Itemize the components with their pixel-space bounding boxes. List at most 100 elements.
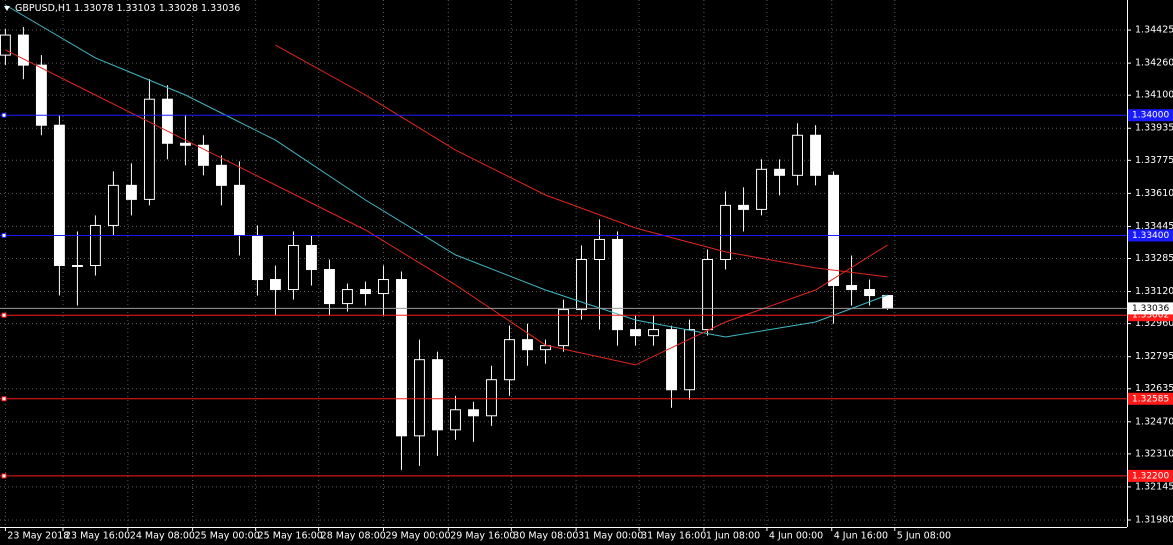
level-tag [1128, 469, 1173, 482]
level-label: 1.32585 [1132, 394, 1169, 404]
candle-body [143, 98, 155, 200]
candle-body [864, 289, 876, 297]
x-tick-label: 4 Jun 00:00 [769, 531, 823, 542]
x-tick-label: 4 Jun 16:00 [834, 531, 888, 542]
candle-body [432, 359, 443, 431]
candle-body [450, 409, 461, 431]
candle-body [468, 409, 479, 417]
y-tick-label: 1.32960 [1135, 318, 1173, 329]
y-tick-label: 1.34260 [1135, 58, 1173, 69]
y-tick-label: 1.33775 [1135, 155, 1173, 166]
x-tick-label: 25 May 16:00 [258, 531, 323, 542]
y-tick-label: 1.33445 [1135, 221, 1173, 232]
current-price-label: 1.33036 [1132, 304, 1169, 314]
candle-body [288, 244, 299, 291]
x-tick-label: 23 May 2018 [7, 531, 69, 542]
level-marker [1, 473, 7, 479]
candle-body [107, 184, 119, 226]
candle-body [414, 359, 425, 437]
candle-body [846, 285, 858, 291]
candle-body [360, 289, 371, 295]
candle-body [558, 309, 569, 347]
y-tick-label: 1.31980 [1135, 514, 1173, 525]
candle-body [792, 134, 803, 176]
y-tick-label: 1.33285 [1135, 253, 1173, 264]
candle-body [810, 134, 821, 176]
candle-body [89, 224, 101, 267]
level-tag [1128, 229, 1173, 242]
x-tick-label: 28 May 08:00 [321, 531, 386, 542]
level-label: 1.33400 [1132, 231, 1169, 241]
candle-body [197, 144, 209, 166]
x-tick-label: 29 May 16:00 [450, 531, 515, 542]
moving-average [5, 49, 888, 366]
candle-body [648, 329, 659, 337]
x-tick-label: 29 May 00:00 [385, 531, 450, 542]
candle-body [612, 238, 623, 331]
moving-average [5, 4, 888, 338]
candle-body [71, 265, 83, 268]
x-tick-label: 1 Jun 08:00 [706, 531, 760, 542]
candle-body [684, 329, 695, 391]
candle-body [576, 258, 587, 311]
candle-body [324, 269, 335, 305]
x-tick-label: 5 Jun 08:00 [897, 531, 951, 542]
candle-body [828, 174, 839, 287]
candle-body [35, 64, 47, 126]
y-tick-label: 1.34425 [1135, 25, 1173, 36]
chart-title: GBPUSD,H1 1.33078 1.33103 1.33028 1.3303… [15, 3, 240, 14]
y-tick-label: 1.34100 [1135, 90, 1173, 101]
level-label: 1.33002 [1132, 311, 1169, 321]
candle-body [233, 184, 245, 236]
candle-body [504, 339, 515, 381]
candle-body [594, 238, 605, 260]
candle-body [540, 345, 551, 351]
candle-body [251, 234, 263, 281]
moving-average [275, 44, 888, 278]
candle-body [774, 168, 785, 176]
candle-body [269, 279, 281, 291]
level-tag [1128, 109, 1173, 122]
y-tick-label: 1.32310 [1135, 448, 1173, 459]
level-label: 1.34000 [1132, 111, 1169, 121]
candle-body [630, 329, 641, 337]
x-tick-label: 30 May 08:00 [513, 531, 578, 542]
candle-body [53, 124, 65, 267]
level-marker [1, 232, 7, 238]
y-tick-label: 1.33610 [1135, 188, 1173, 199]
x-tick-label: 23 May 16:00 [65, 531, 130, 542]
level-marker [1, 396, 7, 402]
level-marker [1, 112, 7, 118]
candle-body [702, 258, 713, 331]
candle-body [125, 184, 137, 200]
candle-body [882, 295, 894, 309]
x-tick-label: 31 May 00:00 [578, 531, 643, 542]
candle-body [378, 279, 389, 295]
candle-body [0, 34, 11, 56]
y-tick-label: 1.33935 [1135, 123, 1173, 134]
y-tick-label: 1.32470 [1135, 416, 1173, 427]
candle-body [666, 329, 677, 391]
y-tick-label: 1.32635 [1135, 383, 1173, 394]
menu-triangle[interactable] [4, 6, 10, 11]
candle-body [396, 279, 407, 437]
y-tick-label: 1.32795 [1135, 351, 1173, 362]
level-marker [1, 312, 7, 318]
candle-body [486, 379, 497, 417]
level-label: 1.32200 [1132, 471, 1169, 481]
candle-body [161, 98, 173, 144]
candle-body [306, 244, 317, 271]
x-tick-label: 31 May 16:00 [641, 531, 706, 542]
candle-body [738, 204, 749, 210]
candle-body [215, 164, 227, 186]
candle-body [756, 168, 767, 210]
current-price-tag [1128, 302, 1173, 315]
candle-body [17, 34, 29, 66]
candle-body [179, 142, 191, 146]
candle-body [342, 289, 353, 305]
level-tag [1128, 392, 1173, 405]
x-tick-label: 24 May 08:00 [130, 531, 195, 542]
y-tick-label: 1.33120 [1135, 286, 1173, 297]
y-tick-label: 1.32145 [1135, 481, 1173, 492]
